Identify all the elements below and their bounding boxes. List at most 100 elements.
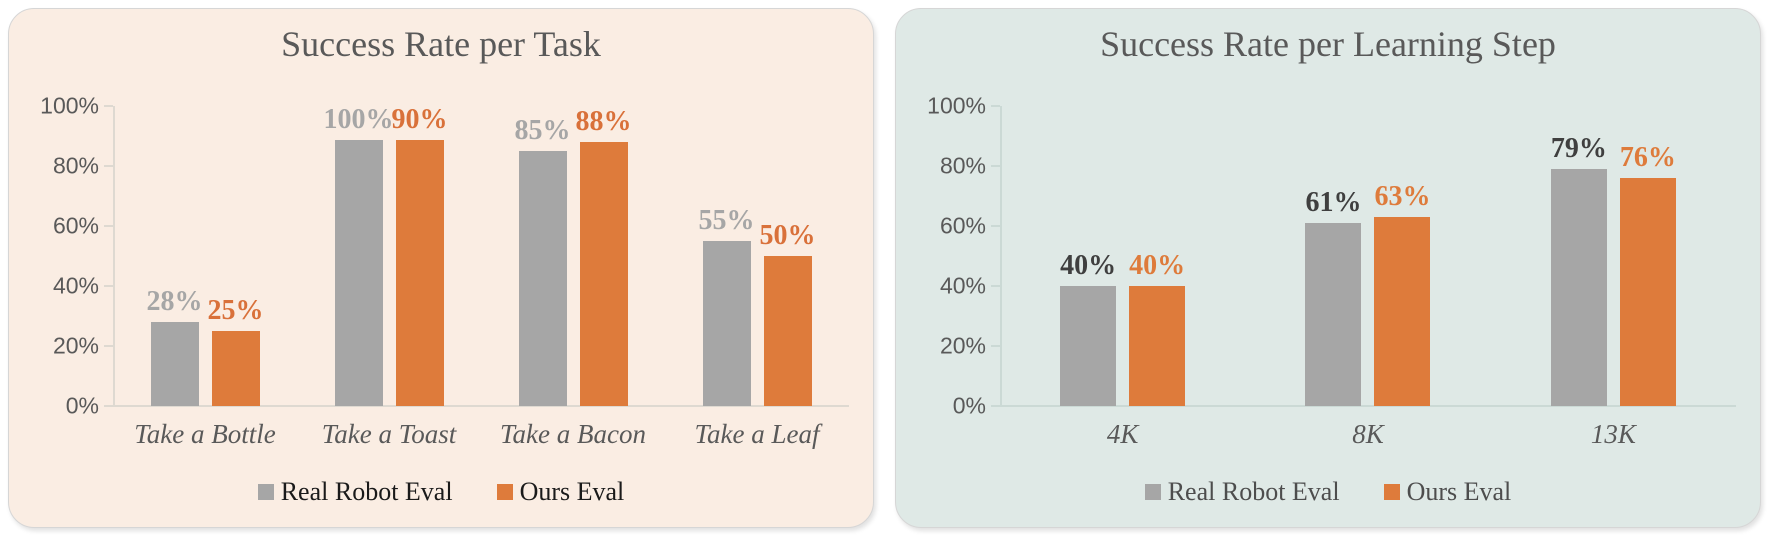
bar-column-real-robot-eval: 85% [515, 106, 571, 407]
x-axis-line [104, 405, 849, 408]
y-tick-label: 20% [52, 332, 99, 359]
y-axis-line [113, 106, 115, 407]
plot-area: 0% 20% 40% 60% 80% 100% 40% 40% 61% 63% 79% 76% [927, 93, 1736, 419]
legend-label: Ours Eval [1406, 476, 1512, 506]
bar-group-take-a-leaf: 55% 50% [665, 106, 849, 407]
y-tick-mark [991, 165, 1000, 168]
panel-success-rate-per-task: Success Rate per Task 0% 20% 40% 60% 80% 100%… [8, 8, 874, 528]
bar-column-ours-eval: 50% [760, 106, 816, 407]
y-tick-mark [991, 225, 1000, 228]
y-tick-label: 100% [927, 92, 986, 119]
value-label-real-robot-eval: 55% [698, 205, 755, 237]
value-label-real-robot-eval: 61% [1305, 187, 1362, 219]
plot-area: 0% 20% 40% 60% 80% 100% 28% 25% 100% 90% 85% 88% 55%… [40, 93, 849, 419]
bar-real-robot-eval [702, 241, 751, 407]
legend-swatch-ours-eval [1383, 483, 1400, 500]
bar-column-ours-eval: 40% [1129, 106, 1186, 407]
x-axis-labels: Take a Bottle Take a Toast Take a Bacon Tak… [113, 418, 849, 450]
legend-swatch-ours-eval [496, 483, 513, 500]
value-label-ours-eval: 88% [575, 106, 632, 138]
chart-title: Success Rate per Learning Step [1100, 24, 1556, 64]
x-category-label-4k: 4K [1106, 419, 1139, 450]
bar-group-13k: 79% 76% [1491, 106, 1736, 407]
x-category-label-take-a-bottle: Take a Bottle [134, 419, 276, 450]
value-label-ours-eval: 76% [1619, 142, 1676, 174]
bar-column-real-robot-eval: 79% [1550, 106, 1607, 407]
bar-group-8k: 61% 63% [1245, 106, 1490, 407]
y-tick-label: 80% [939, 152, 986, 179]
legend-item-ours-eval: Ours Eval [496, 476, 625, 507]
y-tick-label: 60% [939, 212, 986, 239]
x-category-label-take-a-leaf: Take a Leaf [694, 419, 820, 450]
bar-ours-eval [579, 142, 628, 407]
value-label-real-robot-eval: 40% [1060, 250, 1117, 282]
bar-column-ours-eval: 63% [1374, 106, 1431, 407]
bar-groups: 40% 40% 61% 63% 79% 76% [1000, 106, 1736, 407]
value-label-real-robot-eval: 28% [146, 286, 203, 318]
y-tick-label: 100% [40, 92, 99, 119]
x-category-label-take-a-toast: Take a Toast [321, 419, 457, 450]
y-tick-mark [991, 405, 1000, 408]
value-label-ours-eval: 63% [1374, 181, 1431, 213]
legend-item-real-robot-eval: Real Robot Eval [257, 476, 453, 507]
legend-label: Real Robot Eval [280, 476, 453, 506]
y-tick-mark [104, 285, 113, 288]
y-tick-mark [991, 105, 1000, 108]
figure-two-bar-charts: Success Rate per Task 0% 20% 40% 60% 80% 100%… [8, 8, 1761, 528]
value-label-real-robot-eval: 85% [514, 115, 571, 147]
x-axis-line [991, 405, 1736, 408]
y-tick-label: 0% [65, 392, 99, 419]
x-category-label-take-a-bacon: Take a Bacon [500, 419, 646, 450]
y-tick-label: 20% [939, 332, 986, 359]
y-tick-mark [104, 405, 113, 408]
y-tick-mark [104, 165, 113, 168]
y-tick-label: 40% [939, 272, 986, 299]
y-tick-label: 40% [52, 272, 99, 299]
x-category-label-13k: 13K [1590, 419, 1636, 450]
y-tick-label: 60% [52, 212, 99, 239]
value-label-real-robot-eval: 79% [1550, 133, 1607, 165]
x-category-label-8k: 8K [1352, 419, 1384, 450]
y-tick-mark [991, 285, 1000, 288]
bar-real-robot-eval [334, 140, 383, 407]
value-label-real-robot-eval: 100% [323, 104, 394, 136]
value-label-ours-eval: 50% [759, 220, 816, 252]
legend-swatch-real-robot-eval [257, 483, 274, 500]
bar-group-4k: 40% 40% [1000, 106, 1245, 407]
bar-ours-eval [1374, 217, 1431, 407]
legend: Real Robot Eval Ours Eval [896, 477, 1760, 507]
bar-ours-eval [211, 331, 260, 407]
bar-column-real-robot-eval: 61% [1305, 106, 1362, 407]
bar-real-robot-eval [1060, 286, 1117, 407]
bar-column-real-robot-eval: 100% [324, 106, 394, 407]
y-tick-mark [991, 345, 1000, 348]
bar-group-take-a-bacon: 85% 88% [481, 106, 665, 407]
value-label-ours-eval: 25% [207, 295, 264, 327]
y-tick-label: 80% [52, 152, 99, 179]
legend-item-real-robot-eval: Real Robot Eval [1144, 476, 1340, 507]
value-label-ours-eval: 90% [391, 104, 448, 136]
bar-ours-eval [395, 140, 444, 407]
chart-title: Success Rate per Task [281, 24, 601, 64]
x-axis-labels: 4K 8K 13K [1000, 418, 1736, 450]
bar-ours-eval [763, 256, 812, 407]
bar-column-real-robot-eval: 40% [1060, 106, 1117, 407]
y-axis-line [1000, 106, 1002, 407]
legend-label: Real Robot Eval [1167, 476, 1340, 506]
bar-real-robot-eval [150, 322, 199, 407]
panel-success-rate-per-learning-step: Success Rate per Learning Step 0% 20% 40% 6… [895, 8, 1761, 528]
bar-groups: 28% 25% 100% 90% 85% 88% 55% 50% [113, 106, 849, 407]
bar-column-real-robot-eval: 28% [147, 106, 203, 407]
bar-ours-eval [1619, 178, 1676, 407]
legend-swatch-real-robot-eval [1144, 483, 1161, 500]
bar-column-ours-eval: 90% [392, 106, 448, 407]
y-tick-mark [104, 105, 113, 108]
legend-label: Ours Eval [519, 476, 625, 506]
bar-column-ours-eval: 76% [1619, 106, 1676, 407]
bar-group-take-a-bottle: 28% 25% [113, 106, 297, 407]
y-tick-mark [104, 225, 113, 228]
bar-group-take-a-toast: 100% 90% [297, 106, 481, 407]
value-label-ours-eval: 40% [1129, 250, 1186, 282]
bar-column-ours-eval: 88% [576, 106, 632, 407]
legend-item-ours-eval: Ours Eval [1383, 476, 1512, 507]
